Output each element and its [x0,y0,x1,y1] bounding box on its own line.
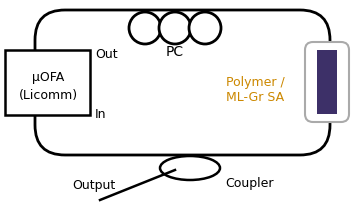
Text: μOFA: μOFA [32,71,64,84]
FancyBboxPatch shape [317,50,337,114]
Circle shape [129,12,161,44]
Circle shape [159,12,191,44]
Text: Out: Out [95,49,118,62]
FancyBboxPatch shape [305,42,349,122]
Text: Polymer /
ML-Gr SA: Polymer / ML-Gr SA [226,76,284,104]
FancyBboxPatch shape [5,50,90,115]
Text: Coupler: Coupler [225,176,274,189]
Text: In: In [95,109,107,122]
Text: (Licomm): (Licomm) [18,88,77,101]
Text: PC: PC [166,45,184,59]
Ellipse shape [160,156,220,180]
Text: Output: Output [72,178,115,192]
Circle shape [189,12,221,44]
